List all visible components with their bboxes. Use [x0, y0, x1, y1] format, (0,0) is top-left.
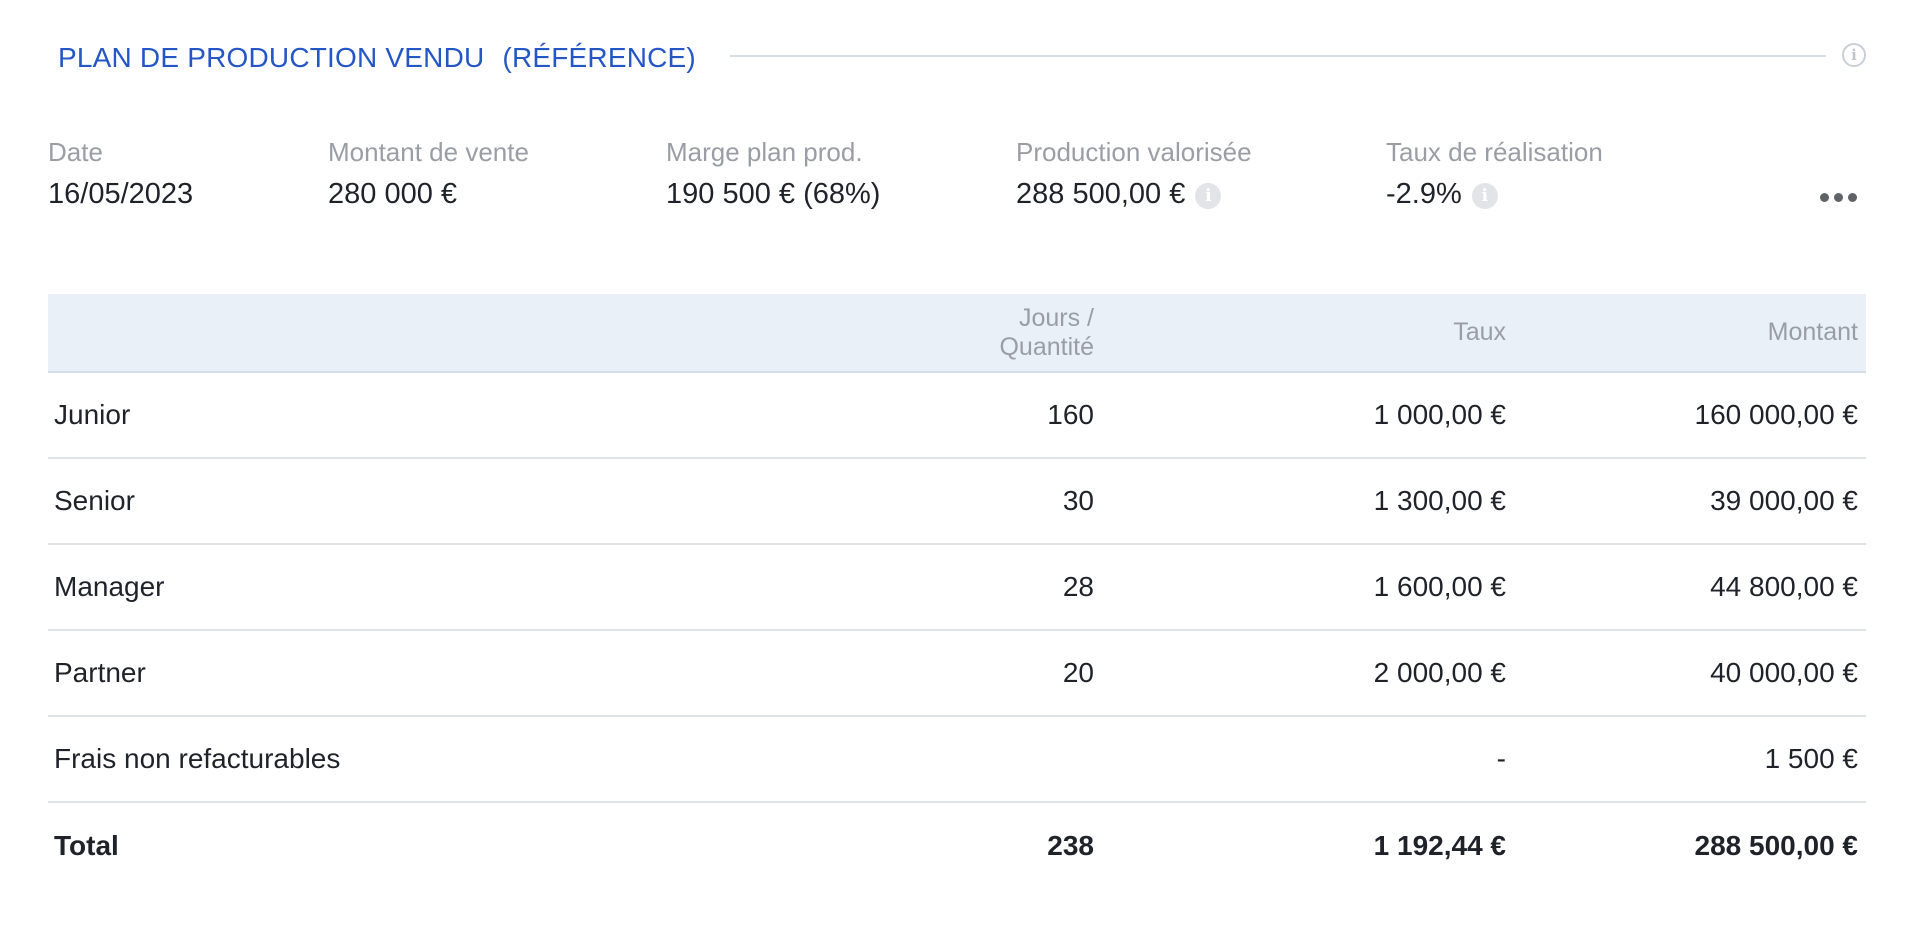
table-row: Junior 160 1 000,00 € 160 000,00 €: [48, 372, 1866, 459]
total-rate: 1 192,44 €: [1373, 829, 1506, 861]
column-header-quantity: Jours / Quantité: [912, 294, 1102, 373]
column-header-label: [48, 294, 912, 373]
production-table: Jours / Quantité Taux Montant Junior 160…: [48, 294, 1866, 888]
metric-production-value-text: 288 500,00 €: [1016, 178, 1186, 210]
more-options-button[interactable]: [1810, 182, 1866, 212]
table-total-row: Total 238 1 192,44 € 288 500,00 €: [48, 802, 1866, 888]
row-label: Manager: [48, 544, 912, 631]
info-icon[interactable]: i: [1842, 43, 1866, 67]
row-rate: -: [1102, 716, 1514, 803]
row-rate: 1 600,00 €: [1102, 544, 1514, 631]
more-horizontal-icon-dot: [1833, 192, 1843, 202]
metric-taux-value: -2.9% i: [1386, 174, 1603, 214]
metric-taux-label: Taux de réalisation: [1386, 137, 1603, 167]
metric-date-label: Date: [48, 137, 103, 167]
row-label: Senior: [48, 458, 912, 545]
row-amount: 160 000,00 €: [1514, 372, 1866, 459]
summary-bar: Date 16/05/2023 Montant de vente 280 000…: [48, 136, 1866, 226]
total-label: Total: [54, 829, 119, 861]
metric-date-value: 16/05/2023: [48, 174, 193, 214]
total-amount: 288 500,00 €: [1694, 829, 1859, 861]
row-amount: 1 500 €: [1514, 716, 1866, 803]
metric-marge-value: 190 500 € (68%): [666, 174, 880, 214]
row-quantity: 160: [912, 372, 1102, 459]
metric-marge: Marge plan prod. 190 500 € (68%): [666, 136, 880, 214]
row-rate: 2 000,00 €: [1102, 630, 1514, 717]
more-horizontal-icon-dot: [1819, 192, 1829, 202]
row-label: Frais non refacturables: [48, 716, 912, 803]
info-icon[interactable]: i: [1195, 183, 1222, 209]
row-label: Junior: [48, 372, 912, 459]
metric-production: Production valorisée 288 500,00 € i: [1016, 136, 1252, 214]
metric-marge-label: Marge plan prod.: [666, 137, 863, 167]
more-horizontal-icon-dot: [1847, 192, 1857, 202]
column-header-rate: Taux: [1102, 294, 1514, 373]
section-title-text: PLAN DE PRODUCTION VENDU: [58, 42, 485, 73]
info-icon[interactable]: i: [1471, 183, 1498, 209]
metric-marge-value-text: 190 500 € (68%): [666, 178, 881, 210]
row-amount: 44 800,00 €: [1514, 544, 1866, 631]
metric-taux: Taux de réalisation -2.9% i: [1386, 136, 1603, 214]
row-amount: 39 000,00 €: [1514, 458, 1866, 545]
metric-taux-value-text: -2.9%: [1386, 178, 1462, 210]
table-row: Manager 28 1 600,00 € 44 800,00 €: [48, 544, 1866, 631]
metric-montant-value: 280 000 €: [328, 174, 529, 214]
metric-production-label: Production valorisée: [1016, 137, 1252, 167]
table-row: Senior 30 1 300,00 € 39 000,00 €: [48, 458, 1866, 545]
section-title: PLAN DE PRODUCTION VENDU (RÉFÉRENCE): [58, 42, 696, 74]
metric-montant-label: Montant de vente: [328, 137, 529, 167]
section-header: PLAN DE PRODUCTION VENDU (RÉFÉRENCE) i: [58, 38, 1866, 78]
row-quantity: 30: [912, 458, 1102, 545]
column-header-amount: Montant: [1514, 294, 1866, 373]
row-rate: 1 000,00 €: [1102, 372, 1514, 459]
section-divider: [729, 55, 1826, 57]
row-amount: 40 000,00 €: [1514, 630, 1866, 717]
row-quantity: 28: [912, 544, 1102, 631]
metric-date-value-text: 16/05/2023: [48, 178, 194, 210]
table-header-row: Jours / Quantité Taux Montant: [48, 294, 1866, 373]
total-quantity: 238: [1047, 829, 1094, 861]
metric-date: Date 16/05/2023: [48, 136, 193, 214]
metric-montant: Montant de vente 280 000 €: [328, 136, 529, 214]
row-rate: 1 300,00 €: [1102, 458, 1514, 545]
row-quantity: [912, 716, 1102, 803]
table-row: Frais non refacturables - 1 500 €: [48, 716, 1866, 803]
metric-montant-value-text: 280 000 €: [328, 178, 458, 210]
table-row: Partner 20 2 000,00 € 40 000,00 €: [48, 630, 1866, 717]
metric-production-value: 288 500,00 € i: [1016, 174, 1252, 214]
section-title-reference: (RÉFÉRENCE): [502, 42, 696, 73]
row-quantity: 20: [912, 630, 1102, 717]
row-label: Partner: [48, 630, 912, 717]
